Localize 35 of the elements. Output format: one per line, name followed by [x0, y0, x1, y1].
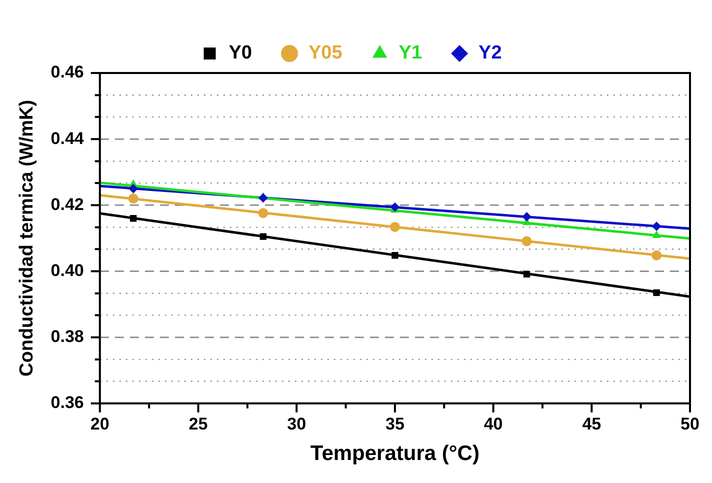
x-tick-label: 40: [484, 414, 503, 434]
x-tick-label: 35: [385, 414, 404, 434]
x-tick-label: 30: [287, 414, 306, 434]
legend-label: Y1: [398, 42, 422, 64]
y-axis-title: Conductividad termica (W/mK): [16, 100, 38, 376]
y-tick-label: 0.36: [50, 393, 84, 412]
point: [523, 270, 530, 278]
point: [652, 250, 662, 260]
point: [258, 193, 268, 202]
point: [128, 194, 138, 204]
point: [652, 231, 661, 238]
y-tick-label: 0.46: [50, 62, 84, 82]
point: [128, 184, 138, 194]
y-tick-label: 0.38: [50, 327, 84, 346]
x-tick-label: 20: [90, 414, 110, 434]
point: [260, 233, 266, 240]
point: [130, 215, 137, 222]
x-axis-title: Temperatura (°C): [310, 442, 480, 466]
point: [390, 202, 400, 212]
y-tick-label: 0.40: [50, 260, 84, 280]
x-tick-label: 50: [680, 414, 700, 434]
x-tick-label: 25: [188, 414, 208, 434]
legend-label: Y2: [478, 42, 502, 64]
legend-label: Y05: [308, 42, 343, 64]
point: [522, 236, 532, 246]
y-tick-label: 0.42: [50, 194, 84, 214]
x-tick-label: 45: [582, 414, 602, 434]
point: [653, 289, 660, 296]
y-tick-label: 0.44: [50, 128, 84, 148]
point: [652, 222, 662, 231]
point: [258, 208, 268, 218]
point: [522, 212, 532, 222]
legend-label: Y0: [228, 42, 252, 64]
point: [392, 252, 398, 259]
point: [390, 222, 400, 232]
